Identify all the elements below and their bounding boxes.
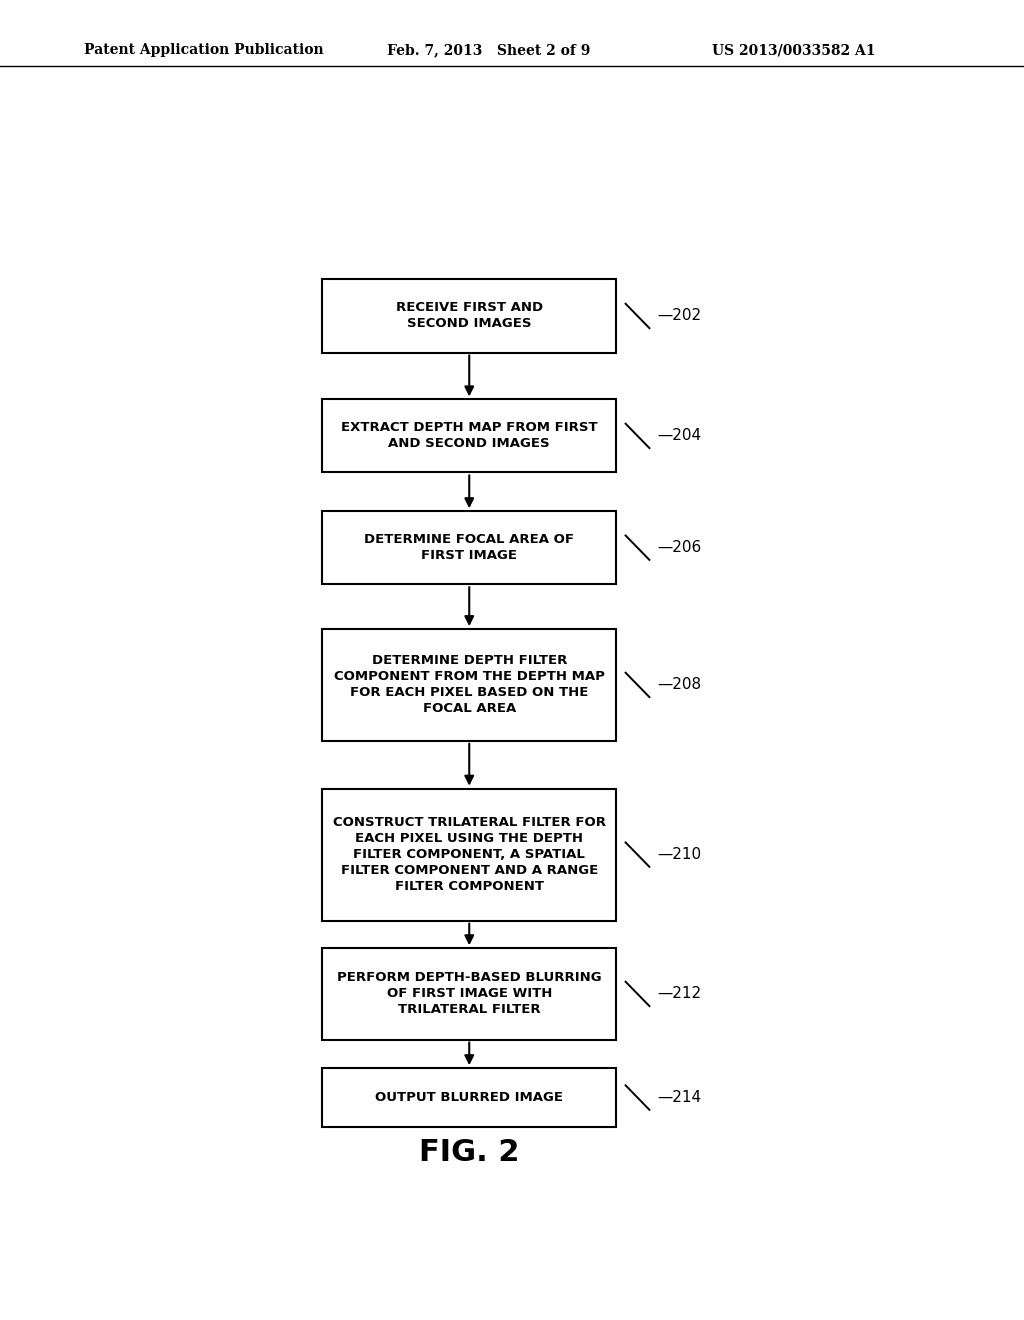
Text: CONSTRUCT TRILATERAL FILTER FOR
EACH PIXEL USING THE DEPTH
FILTER COMPONENT, A S: CONSTRUCT TRILATERAL FILTER FOR EACH PIX… — [333, 816, 606, 894]
Text: —206: —206 — [657, 540, 701, 556]
Text: —210: —210 — [657, 847, 701, 862]
Text: —204: —204 — [657, 429, 701, 444]
Text: EXTRACT DEPTH MAP FROM FIRST
AND SECOND IMAGES: EXTRACT DEPTH MAP FROM FIRST AND SECOND … — [341, 421, 598, 450]
Text: Patent Application Publication: Patent Application Publication — [84, 44, 324, 57]
Text: —212: —212 — [657, 986, 701, 1002]
Bar — [323, 788, 616, 921]
Text: Feb. 7, 2013   Sheet 2 of 9: Feb. 7, 2013 Sheet 2 of 9 — [387, 44, 591, 57]
Bar — [323, 399, 616, 473]
Text: DETERMINE FOCAL AREA OF
FIRST IMAGE: DETERMINE FOCAL AREA OF FIRST IMAGE — [365, 533, 574, 562]
Text: US 2013/0033582 A1: US 2013/0033582 A1 — [712, 44, 876, 57]
Text: PERFORM DEPTH-BASED BLURRING
OF FIRST IMAGE WITH
TRILATERAL FILTER: PERFORM DEPTH-BASED BLURRING OF FIRST IM… — [337, 972, 601, 1016]
Text: —208: —208 — [657, 677, 701, 693]
Text: FIG. 2: FIG. 2 — [419, 1138, 519, 1167]
Text: —202: —202 — [657, 309, 701, 323]
Text: —214: —214 — [657, 1090, 701, 1105]
Bar — [323, 630, 616, 741]
Bar — [323, 1068, 616, 1127]
Bar — [323, 280, 616, 352]
Text: RECEIVE FIRST AND
SECOND IMAGES: RECEIVE FIRST AND SECOND IMAGES — [395, 301, 543, 330]
Text: OUTPUT BLURRED IMAGE: OUTPUT BLURRED IMAGE — [375, 1092, 563, 1104]
Bar — [323, 948, 616, 1040]
Text: DETERMINE DEPTH FILTER
COMPONENT FROM THE DEPTH MAP
FOR EACH PIXEL BASED ON THE
: DETERMINE DEPTH FILTER COMPONENT FROM TH… — [334, 655, 605, 715]
Bar — [323, 511, 616, 585]
